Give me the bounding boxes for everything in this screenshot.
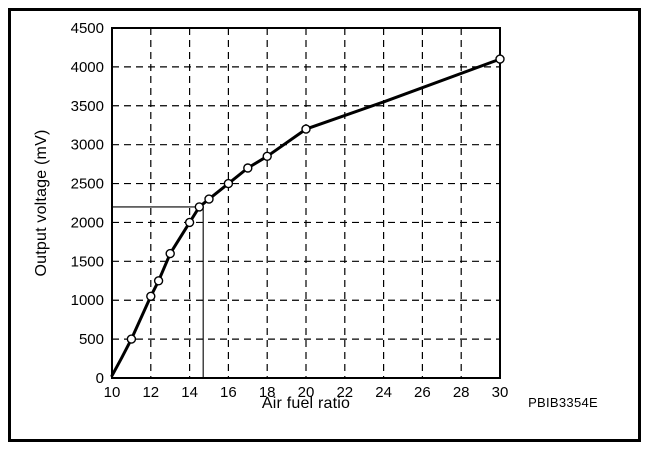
figure-frame <box>8 8 641 442</box>
x-tick-label: 14 <box>181 384 198 401</box>
y-tick-label: 2500 <box>71 176 104 193</box>
y-axis-label: Output voltage (mV) <box>33 129 50 277</box>
y-tick-label: 2000 <box>71 214 104 231</box>
y-tick-label: 0 <box>96 370 104 387</box>
plot-border <box>111 27 501 379</box>
x-tick-label: 18 <box>259 384 276 401</box>
y-tick-label: 3000 <box>71 137 104 154</box>
data-point-marker <box>301 124 311 134</box>
x-tick-label: 30 <box>492 384 509 401</box>
data-point-marker <box>184 217 195 228</box>
y-tick-label: 4500 <box>71 20 104 37</box>
x-tick-label: 24 <box>375 384 392 401</box>
data-point-marker <box>495 54 505 64</box>
y-tick-label: 1000 <box>71 292 104 309</box>
data-point-marker <box>165 248 175 259</box>
data-point-marker <box>146 291 156 301</box>
data-point-marker <box>204 194 214 204</box>
data-point-marker <box>262 151 272 162</box>
data-point-marker <box>223 178 234 189</box>
x-tick-label: 22 <box>336 384 353 401</box>
x-tick-label: 16 <box>220 384 237 401</box>
x-tick-label: 20 <box>298 384 315 401</box>
data-point-marker <box>153 276 164 286</box>
y-tick-label: 500 <box>79 331 104 348</box>
x-tick-label: 12 <box>142 384 159 401</box>
figure-code: PBIB3354E <box>528 395 598 410</box>
data-point-marker <box>194 202 205 212</box>
x-tick-label: 10 <box>104 384 121 401</box>
y-tick-label: 1500 <box>71 253 104 270</box>
data-point-marker <box>126 334 137 344</box>
x-axis-label: Air fuel ratio <box>261 395 351 412</box>
x-tick-label: 28 <box>453 384 470 401</box>
x-tick-label: 26 <box>414 384 431 401</box>
data-point-marker <box>243 163 253 173</box>
y-tick-label: 3500 <box>71 98 104 115</box>
y-tick-label: 4000 <box>71 59 104 76</box>
